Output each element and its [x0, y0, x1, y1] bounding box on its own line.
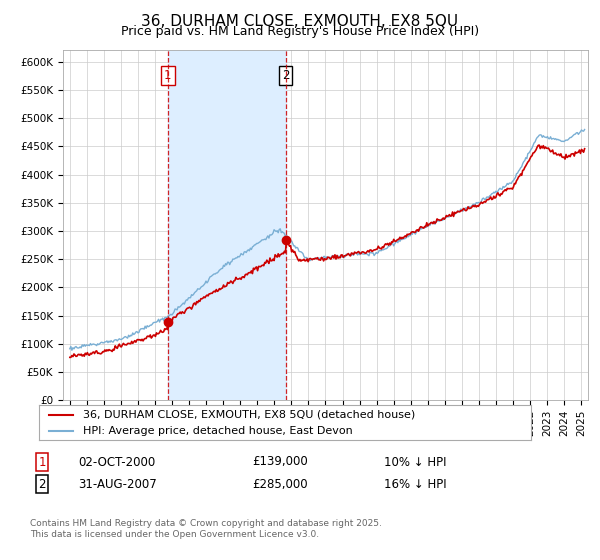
Text: 36, DURHAM CLOSE, EXMOUTH, EX8 5QU: 36, DURHAM CLOSE, EXMOUTH, EX8 5QU	[142, 14, 458, 29]
Text: £285,000: £285,000	[252, 478, 308, 491]
Text: 2: 2	[282, 69, 290, 82]
Text: £139,000: £139,000	[252, 455, 308, 469]
Text: 36, DURHAM CLOSE, EXMOUTH, EX8 5QU (detached house): 36, DURHAM CLOSE, EXMOUTH, EX8 5QU (deta…	[83, 409, 416, 419]
Text: 16% ↓ HPI: 16% ↓ HPI	[384, 478, 446, 491]
Text: Contains HM Land Registry data © Crown copyright and database right 2025.
This d: Contains HM Land Registry data © Crown c…	[30, 520, 382, 539]
Bar	[168, 50, 286, 400]
Text: 02-OCT-2000: 02-OCT-2000	[78, 455, 155, 469]
Text: 1: 1	[164, 69, 172, 82]
Text: 1: 1	[38, 455, 46, 469]
Text: HPI: Average price, detached house, East Devon: HPI: Average price, detached house, East…	[83, 426, 353, 436]
Text: Price paid vs. HM Land Registry's House Price Index (HPI): Price paid vs. HM Land Registry's House …	[121, 25, 479, 38]
Text: 2: 2	[38, 478, 46, 491]
Text: 31-AUG-2007: 31-AUG-2007	[78, 478, 157, 491]
Text: 10% ↓ HPI: 10% ↓ HPI	[384, 455, 446, 469]
